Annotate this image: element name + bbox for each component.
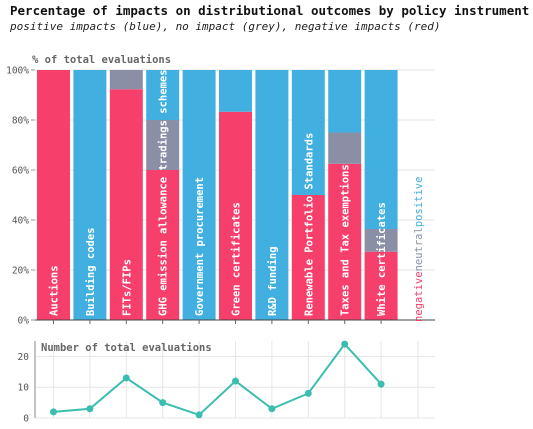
evaluations-point: [341, 340, 349, 348]
evaluations-point: [268, 405, 276, 413]
y-tick-label: 0%: [18, 316, 30, 327]
bar-segment-negative: [37, 70, 70, 320]
bar-segment-negative: [328, 163, 362, 320]
evaluations-point: [122, 374, 130, 382]
bar-segment-positive: [364, 70, 398, 229]
legend-item-neutral: neutral: [413, 227, 425, 271]
y-tick-label: 80%: [12, 116, 29, 127]
line-y-tick-label: 10: [18, 383, 30, 394]
category-label: GHG emission allowance tradings schemes: [158, 69, 170, 316]
bar-segment-positive: [291, 70, 325, 195]
bar-segment-neutral: [328, 132, 362, 164]
line-y-tick-label: 0: [23, 414, 29, 425]
bar-segment-negative: [109, 89, 143, 320]
line-y-tick-label: 20: [18, 352, 30, 363]
y-tick-label: 60%: [12, 166, 29, 177]
legend-item-positive: positive: [413, 177, 425, 228]
legend-item-negative: negative: [413, 271, 425, 322]
category-label: Green certificates: [231, 202, 243, 316]
chart-subtitle: positive impacts (blue), no impact (grey…: [10, 20, 441, 33]
category-label: White certificates: [376, 202, 388, 316]
bar-segment-neutral: [364, 229, 398, 252]
chart-title: Percentage of impacts on distributional …: [10, 3, 533, 18]
bar-segment-positive: [328, 70, 362, 133]
category-label: Auctions: [49, 265, 61, 316]
bar-segment-positive: [73, 70, 107, 320]
category-label: FITs/FIPs: [121, 259, 133, 316]
category-label: Taxes and Tax exemptions: [340, 164, 352, 316]
evaluations-point: [195, 411, 203, 419]
category-label: Government procurement: [194, 177, 206, 316]
evaluations-point: [232, 377, 239, 385]
line-y-axis-label: Number of total evaluations: [41, 342, 212, 354]
bar-segment-positive: [146, 70, 180, 120]
bar-segment-negative: [219, 111, 252, 320]
evaluations-line: [53, 342, 382, 417]
evaluations-point: [377, 380, 385, 388]
category-label: Building codes: [85, 227, 97, 316]
evaluations-point: [159, 399, 167, 407]
y-tick-label: 20%: [12, 266, 29, 277]
bar-segment-positive: [219, 70, 252, 112]
evaluations-point: [86, 405, 94, 413]
y-tick-label: 100%: [6, 66, 29, 77]
bar-segment-positive: [255, 70, 289, 320]
bar-segment-negative: [291, 195, 325, 320]
evaluations-point: [304, 389, 312, 397]
category-label: Renewable Portfolio Standards: [303, 133, 315, 316]
bar-segment-positive: [182, 70, 216, 320]
evaluations-point: [50, 408, 57, 416]
y-tick-label: 40%: [12, 216, 29, 227]
bar-segment-neutral: [109, 70, 143, 90]
y-axis-label: % of total evaluations: [32, 54, 171, 66]
legend: negativeneutralpositive: [413, 177, 425, 322]
bar-segment-neutral: [146, 120, 180, 170]
category-label: R&D funding: [267, 246, 279, 316]
bar-segment-negative: [146, 170, 180, 320]
bar-segment-negative: [364, 251, 398, 320]
